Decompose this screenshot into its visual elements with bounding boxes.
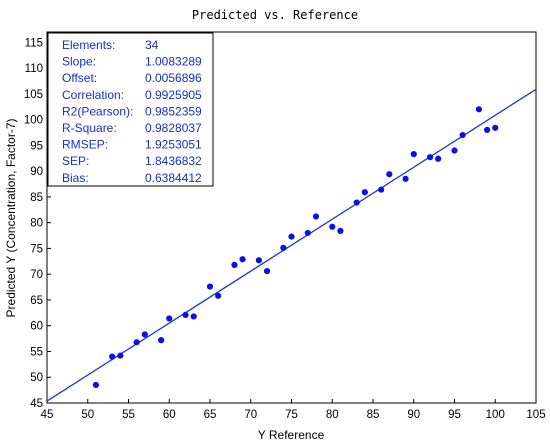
data-point xyxy=(304,229,311,237)
data-point xyxy=(215,292,222,299)
data-point xyxy=(451,147,458,154)
x-axis: 45 50 55 60 65 70 75 80 85 90 95 100 105 xyxy=(41,399,546,421)
x-tick-label: 45 xyxy=(41,409,54,421)
data-point xyxy=(329,223,336,230)
x-tick-label: 85 xyxy=(367,409,380,421)
y-tick-label: 115 xyxy=(25,37,43,49)
y-tick-label: 60 xyxy=(30,321,43,333)
stat-label: Elements: xyxy=(62,38,115,52)
stat-value: 34 xyxy=(145,38,159,52)
stat-value: 0.9852359 xyxy=(145,104,202,118)
data-point xyxy=(182,311,189,318)
stat-value: 0.9828037 xyxy=(145,121,202,135)
data-point xyxy=(492,124,499,131)
data-point xyxy=(263,267,271,275)
y-tick-label: 55 xyxy=(30,346,43,358)
data-point xyxy=(231,261,238,269)
statistics-box-border xyxy=(47,32,214,187)
y-tick-label: 110 xyxy=(25,63,43,75)
data-point xyxy=(166,315,173,322)
x-tick-label: 65 xyxy=(204,409,217,421)
x-tick-label: 55 xyxy=(122,409,135,421)
data-point xyxy=(353,199,360,206)
data-point xyxy=(288,233,295,240)
data-point xyxy=(410,151,417,158)
x-tick-label: 70 xyxy=(244,409,257,421)
x-tick-label: 50 xyxy=(81,409,94,421)
stat-label: RMSEP: xyxy=(62,138,108,152)
y-tick-label: 85 xyxy=(30,192,43,204)
y-tick-label: 95 xyxy=(30,140,43,152)
y-tick-label: 105 xyxy=(24,89,43,101)
y-tick-label: 90 xyxy=(30,166,43,178)
data-point xyxy=(255,257,262,264)
stat-value: 1.9253051 xyxy=(145,138,202,152)
y-tick-label: 70 xyxy=(30,269,43,281)
y-tick-label: 45 xyxy=(30,398,43,410)
stat-label: Slope: xyxy=(62,55,96,69)
data-point xyxy=(141,331,148,338)
x-tick-label: 95 xyxy=(448,409,461,421)
y-tick-label: 80 xyxy=(30,218,43,230)
data-point xyxy=(206,283,214,290)
y-tick-label: 50 xyxy=(30,372,43,384)
stat-label: R-Square: xyxy=(62,121,117,135)
regression-line xyxy=(47,88,536,402)
y-axis-label: Predicted Y (Concentration, Factor-7) xyxy=(4,119,18,318)
stat-label: Bias: xyxy=(62,171,89,185)
data-point xyxy=(239,256,246,263)
data-point xyxy=(459,131,466,139)
data-point xyxy=(378,186,385,193)
data-point xyxy=(117,352,124,359)
data-point xyxy=(435,155,442,162)
stat-label: Offset: xyxy=(62,71,97,85)
data-point xyxy=(190,313,197,320)
y-tick-label: 65 xyxy=(30,295,43,307)
data-point xyxy=(109,353,116,360)
stat-value: 0.0056896 xyxy=(145,71,202,85)
stat-value: 1.8436832 xyxy=(145,154,202,168)
x-tick-label: 100 xyxy=(486,409,505,421)
data-point xyxy=(426,154,434,161)
x-tick-label: 75 xyxy=(285,409,298,421)
stat-value: 1.0083289 xyxy=(145,55,202,69)
statistics-box: Elements: 34 Slope: 1.0083289 Offset: 0.00568… xyxy=(47,32,214,187)
x-tick-label: 80 xyxy=(326,409,339,421)
data-point xyxy=(158,337,165,344)
y-tick-label: 100 xyxy=(24,115,43,127)
data-point xyxy=(337,227,344,234)
data-point xyxy=(361,189,368,196)
data-point xyxy=(475,106,483,113)
stat-value: 0.6384412 xyxy=(145,171,202,185)
plot-content xyxy=(47,88,536,402)
stat-value: 0.9925905 xyxy=(145,88,202,102)
data-point xyxy=(386,171,393,178)
chart-title: Predicted vs. Reference xyxy=(192,8,358,22)
data-point xyxy=(92,381,99,389)
data-point xyxy=(280,244,287,252)
stat-label: R2(Pearson): xyxy=(62,104,133,118)
stat-label: SEP: xyxy=(62,154,89,168)
x-tick-label: 60 xyxy=(163,409,176,421)
y-tick-label: 75 xyxy=(30,243,43,255)
stat-label: Correlation: xyxy=(62,88,124,102)
data-point xyxy=(402,175,409,182)
data-point xyxy=(312,213,320,220)
x-tick-label: 105 xyxy=(526,409,545,421)
x-tick-label: 90 xyxy=(407,409,420,421)
x-axis-label: Y Reference xyxy=(258,428,325,442)
data-point xyxy=(133,339,140,346)
data-point xyxy=(484,126,491,134)
